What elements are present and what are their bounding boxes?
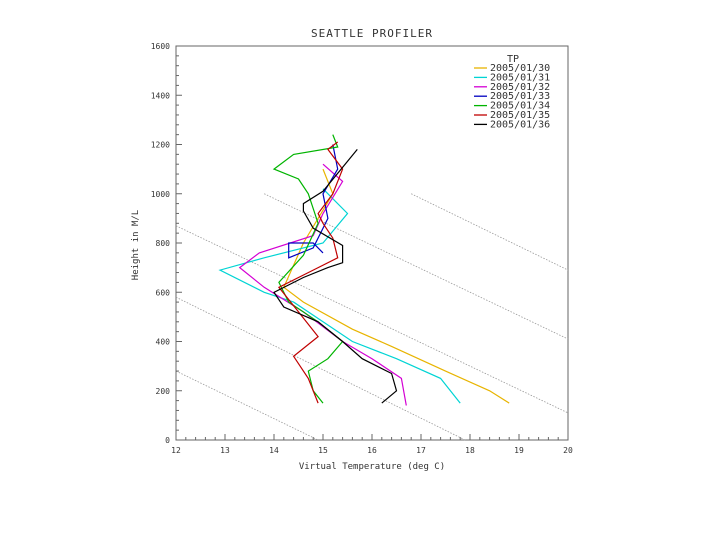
legend-entry-label: 2005/01/32 — [490, 82, 550, 93]
reference-lines — [175, 193, 569, 441]
x-tick-label: 20 — [563, 446, 573, 455]
legend-entry-label: 2005/01/31 — [490, 72, 550, 83]
legend-entry-label: 2005/01/30 — [490, 63, 550, 74]
legend-entry-label: 2005/01/35 — [490, 110, 550, 121]
y-tick-label: 0 — [165, 436, 170, 445]
y-tick-label: 600 — [156, 288, 171, 297]
x-tick-label: 14 — [269, 446, 279, 455]
x-tick-label: 15 — [318, 446, 328, 455]
legend-entry-label: 2005/01/33 — [490, 91, 550, 102]
chart-title: SEATTLE PROFILER — [311, 27, 433, 40]
y-tick-label: 1000 — [151, 190, 170, 199]
y-tick-label: 1200 — [151, 141, 170, 150]
reference-line-0 — [175, 370, 319, 441]
series-line-4 — [272, 134, 344, 404]
series-line-5 — [277, 141, 344, 404]
x-tick-label: 16 — [367, 446, 377, 455]
x-axis-ticks: 12 13 14 15 16 17 18 19 20 — [171, 434, 573, 455]
y-tick-label: 800 — [156, 239, 171, 248]
y-axis-title: Height in M/L — [131, 210, 141, 280]
series-lines — [218, 134, 510, 406]
y-tick-label: 200 — [156, 387, 171, 396]
x-tick-label: 17 — [416, 446, 426, 455]
legend: TP 2005/01/302005/01/312005/01/322005/01… — [474, 54, 550, 130]
x-tick-label: 18 — [465, 446, 475, 455]
series-line-6 — [273, 149, 398, 404]
reference-line-2 — [175, 225, 569, 414]
y-tick-label: 1600 — [151, 42, 170, 51]
x-tick-label: 19 — [514, 446, 524, 455]
series-line-0 — [283, 168, 510, 404]
y-tick-label: 1400 — [151, 91, 170, 100]
y-axis-ticks: 0 200 400 600 800 1000 1200 1400 1600 — [151, 42, 182, 445]
legend-entry-label: 2005/01/34 — [490, 101, 550, 112]
reference-line-4 — [411, 193, 569, 271]
x-tick-label: 13 — [220, 446, 230, 455]
y-tick-label: 400 — [156, 338, 171, 347]
legend-title: TP — [507, 54, 519, 65]
x-tick-label: 12 — [171, 446, 181, 455]
plot-frame — [175, 45, 569, 441]
x-axis-title: Virtual Temperature (deg C) — [299, 462, 445, 472]
reference-line-3 — [264, 193, 569, 340]
series-line-3 — [288, 144, 339, 259]
legend-entry-label: 2005/01/36 — [490, 119, 550, 130]
